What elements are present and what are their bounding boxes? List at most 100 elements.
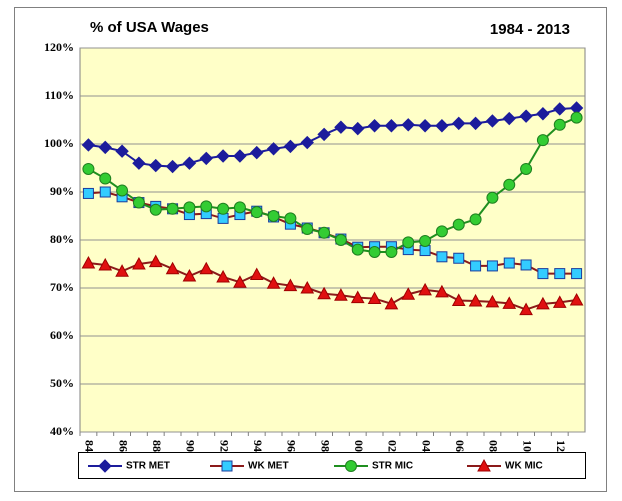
series-marker xyxy=(401,287,416,300)
series-marker xyxy=(569,292,584,306)
series-marker xyxy=(419,245,431,257)
legend-marker xyxy=(477,458,491,472)
series-marker xyxy=(132,156,146,170)
series-marker xyxy=(317,127,331,142)
series-marker xyxy=(165,159,180,174)
legend-label: STR MIC xyxy=(372,461,413,472)
series-marker xyxy=(367,291,382,305)
series-marker xyxy=(435,284,449,298)
series-marker xyxy=(435,225,448,238)
series-marker xyxy=(519,302,533,316)
series-marker xyxy=(283,139,298,154)
y-tick-label: 60% xyxy=(50,328,74,342)
series-marker xyxy=(536,107,550,121)
legend-label: WK MIC xyxy=(505,461,543,472)
x-tick-label: 84 xyxy=(83,440,97,452)
series-marker xyxy=(233,275,247,288)
series-marker xyxy=(99,186,111,198)
series-marker xyxy=(266,142,281,156)
series-marker xyxy=(418,119,432,133)
series-marker xyxy=(317,286,331,300)
y-tick-label: 80% xyxy=(50,232,74,246)
series-marker xyxy=(503,178,516,191)
series-marker xyxy=(384,296,399,310)
series-marker xyxy=(267,210,280,222)
series-marker xyxy=(350,290,365,304)
series-marker xyxy=(81,138,96,152)
series-marker xyxy=(554,268,566,280)
series-marker xyxy=(250,145,264,160)
series-marker xyxy=(553,118,566,131)
x-tick-label: 98 xyxy=(318,440,332,452)
chart-subtitle: 1984 - 2013 xyxy=(490,21,570,38)
x-tick-label: 02 xyxy=(386,440,400,452)
series-marker xyxy=(519,109,533,123)
series-marker xyxy=(435,119,449,133)
series-marker xyxy=(468,293,483,307)
series-marker xyxy=(81,255,96,269)
series-marker xyxy=(520,162,533,175)
x-tick-label: 10 xyxy=(520,440,534,452)
series-marker xyxy=(436,251,448,263)
series-marker xyxy=(536,134,549,147)
series-marker xyxy=(334,120,348,134)
series-marker xyxy=(536,296,550,310)
series-marker xyxy=(250,206,263,219)
series-marker xyxy=(165,261,180,275)
series-marker xyxy=(301,222,314,235)
legend-marker xyxy=(221,460,233,472)
series-marker xyxy=(216,149,230,163)
y-tick-label: 50% xyxy=(50,376,74,390)
x-tick-label: 88 xyxy=(150,440,164,452)
series-marker xyxy=(300,135,314,150)
series-marker xyxy=(200,200,213,213)
series-marker xyxy=(182,268,197,282)
series-marker xyxy=(401,118,415,132)
series-marker xyxy=(419,234,432,247)
series-marker xyxy=(199,261,214,275)
series-marker xyxy=(502,111,516,126)
y-tick-label: 120% xyxy=(44,40,74,54)
series-marker xyxy=(485,114,500,128)
x-tick-label: 86 xyxy=(116,440,130,452)
series-marker xyxy=(82,187,94,199)
series-marker xyxy=(217,202,230,215)
series-marker xyxy=(283,278,298,292)
series-marker xyxy=(116,184,129,197)
series-marker xyxy=(469,213,482,226)
y-tick-label: 40% xyxy=(50,424,74,438)
series-marker xyxy=(468,116,483,131)
legend-marker xyxy=(98,459,112,473)
series-marker xyxy=(537,268,549,280)
series-marker xyxy=(266,276,281,289)
series-marker xyxy=(149,203,162,216)
series-marker xyxy=(284,212,297,225)
chart-title: % of USA Wages xyxy=(90,19,209,36)
x-tick-label: 90 xyxy=(184,440,198,452)
series-marker xyxy=(233,201,246,214)
series-marker xyxy=(249,267,264,281)
series-marker xyxy=(99,172,112,185)
series-marker xyxy=(553,102,567,116)
series-marker xyxy=(452,218,465,231)
x-tick-label: 94 xyxy=(251,440,265,452)
series-marker xyxy=(149,158,163,173)
series-marker xyxy=(571,268,583,280)
series-marker xyxy=(216,269,230,283)
series-marker xyxy=(485,294,500,308)
x-tick-label: 04 xyxy=(419,440,433,452)
series-marker xyxy=(98,140,112,155)
series-marker xyxy=(318,226,331,239)
series-marker xyxy=(402,236,415,249)
series-marker xyxy=(486,260,498,272)
series-marker xyxy=(368,246,381,258)
legend-marker xyxy=(345,460,357,472)
series-marker xyxy=(351,243,364,256)
legend-label: WK MET xyxy=(248,461,289,472)
series-marker xyxy=(418,282,432,296)
y-tick-label: 90% xyxy=(50,184,74,198)
series-marker xyxy=(217,212,229,224)
x-tick-label: 08 xyxy=(487,440,501,452)
series-marker xyxy=(334,288,348,301)
series-marker xyxy=(351,121,365,136)
